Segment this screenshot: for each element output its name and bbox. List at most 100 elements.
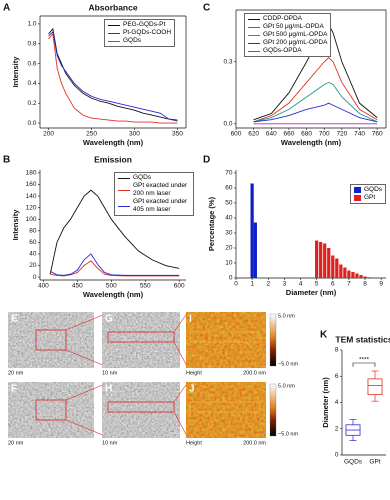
- x-tick-label: 660: [284, 131, 295, 138]
- legend-label: GPt: [364, 194, 376, 201]
- panel-letter: A: [3, 3, 10, 14]
- x-tick-label: 6: [331, 281, 335, 288]
- legend-item: GPt exacted under 200 nm laser: [118, 182, 190, 198]
- colorbar: [269, 383, 277, 437]
- y-tick-label: 100: [26, 216, 37, 223]
- y-tick-label: 0: [335, 452, 339, 459]
- x-tick-label: 9: [379, 281, 383, 288]
- legend: PEG-GQDs-Pt Pt-GQDs-COOH GQDs: [104, 19, 176, 47]
- micrograph: [186, 312, 266, 368]
- x-tick-label: 550: [140, 283, 151, 290]
- legend-swatch: [248, 42, 260, 44]
- zoom-line: [173, 341, 189, 369]
- legend-item: GQDs: [354, 186, 382, 194]
- y-tick-label: 140: [26, 193, 37, 200]
- colorbar-min: −5.0 nm: [278, 431, 298, 437]
- legend-swatch: [248, 50, 260, 52]
- panel-letter: E: [11, 314, 18, 325]
- panel-letter: D: [203, 155, 210, 166]
- legend-item: GPt: [354, 194, 382, 202]
- bar: [331, 255, 335, 278]
- y-tick-label: 20: [29, 262, 37, 269]
- bar: [367, 277, 371, 278]
- x-axis-label: Diameter (nm): [286, 288, 337, 297]
- x-tick-label: GPt: [369, 459, 380, 466]
- legend-swatch: [108, 24, 120, 26]
- series-line: [253, 102, 378, 123]
- y-tick-label: 0.0: [223, 121, 232, 128]
- panel-letter: G: [105, 314, 113, 325]
- x-tick-label: 350: [172, 131, 183, 138]
- legend-item: Pt-GQDs-COOH: [108, 29, 171, 37]
- legend: GQDs GPt exacted under 200 nm laser GPt ex…: [114, 172, 194, 216]
- series-line: [49, 253, 180, 276]
- x-tick-label: 200: [43, 131, 54, 138]
- y-tick-label: 6: [335, 373, 339, 380]
- x-tick-label: 3: [283, 281, 287, 288]
- bar: [327, 248, 331, 278]
- series-line: [48, 32, 178, 124]
- legend-swatch: [354, 195, 361, 201]
- legend-item: GPt exacted under 405 nm laser: [118, 198, 190, 214]
- x-tick-label: 250: [86, 131, 97, 138]
- y-tick-label: 120: [26, 204, 37, 211]
- legend-label: GPt 500 μg/mL-OPDA: [263, 31, 328, 38]
- y-tick-label: 180: [26, 170, 37, 177]
- legend-item: GPt 50 μg/mL-OPDA: [248, 23, 327, 31]
- box: [367, 378, 383, 396]
- scale-bar-label: 200.0 nm: [243, 370, 266, 376]
- zoom-box: [107, 401, 175, 413]
- bar: [323, 243, 327, 278]
- legend-label: CDDP-OPDA: [263, 15, 303, 22]
- panel-letter: I: [189, 314, 192, 325]
- scale-bar-label: 10 nm: [102, 370, 118, 376]
- y-tick-label: 1.0: [27, 21, 36, 28]
- y-tick-label: 10: [225, 260, 233, 267]
- y-tick-label: 20: [225, 245, 233, 252]
- x-tick-label: 0: [234, 281, 238, 288]
- legend-swatch: [108, 40, 120, 42]
- zoom-line: [173, 311, 189, 333]
- chart-title: Absorbance: [88, 2, 137, 12]
- y-tick-label: 40: [29, 251, 37, 258]
- bar: [359, 275, 363, 278]
- legend-swatch: [248, 34, 260, 36]
- x-axis-label: Wavelength (nm): [83, 138, 144, 147]
- legend-label: GPt exacted under 405 nm laser: [133, 198, 188, 213]
- legend-swatch: [118, 177, 130, 179]
- zoom-box: [35, 399, 67, 421]
- y-tick-label: 50: [225, 200, 233, 207]
- x-axis-label: Wavelength (nm): [281, 138, 342, 147]
- colorbar-max: 5.0 nm: [278, 313, 295, 319]
- legend-label: GPt exacted under 200 nm laser: [133, 182, 188, 197]
- bar: [250, 183, 254, 278]
- legend-item: GPt 200 μg/mL-OPDA: [248, 39, 327, 47]
- series-line: [253, 81, 378, 123]
- legend-swatch: [248, 18, 260, 20]
- x-tick-label: 720: [336, 131, 347, 138]
- x-tick-label: 740: [354, 131, 365, 138]
- legend-label: GPt 50 μg/mL-OPDA: [263, 23, 324, 30]
- legend-swatch: [354, 187, 361, 193]
- bar: [343, 267, 347, 278]
- series-line: [48, 30, 178, 122]
- legend-item: GQDs-OPDA: [248, 47, 327, 55]
- colorbar-max: 5.0 nm: [278, 383, 295, 389]
- micrograph: [186, 382, 266, 438]
- panel-letter: C: [203, 3, 210, 14]
- y-axis-label: Intensity: [11, 209, 20, 241]
- panel-letter: H: [105, 384, 112, 395]
- scale-bar-label: 200.0 nm: [243, 440, 266, 446]
- legend-swatch: [108, 32, 120, 34]
- legend: GQDs GPt: [350, 184, 387, 204]
- zoom-line: [173, 381, 189, 403]
- y-tick-label: 8: [335, 347, 339, 354]
- y-tick-label: 0.6: [27, 60, 36, 67]
- significance-bracket: [352, 362, 376, 367]
- bar: [347, 270, 351, 278]
- x-tick-label: 600: [231, 131, 242, 138]
- chart-title: Emission: [94, 154, 132, 164]
- y-tick-label: 0: [229, 275, 233, 282]
- x-tick-label: 680: [301, 131, 312, 138]
